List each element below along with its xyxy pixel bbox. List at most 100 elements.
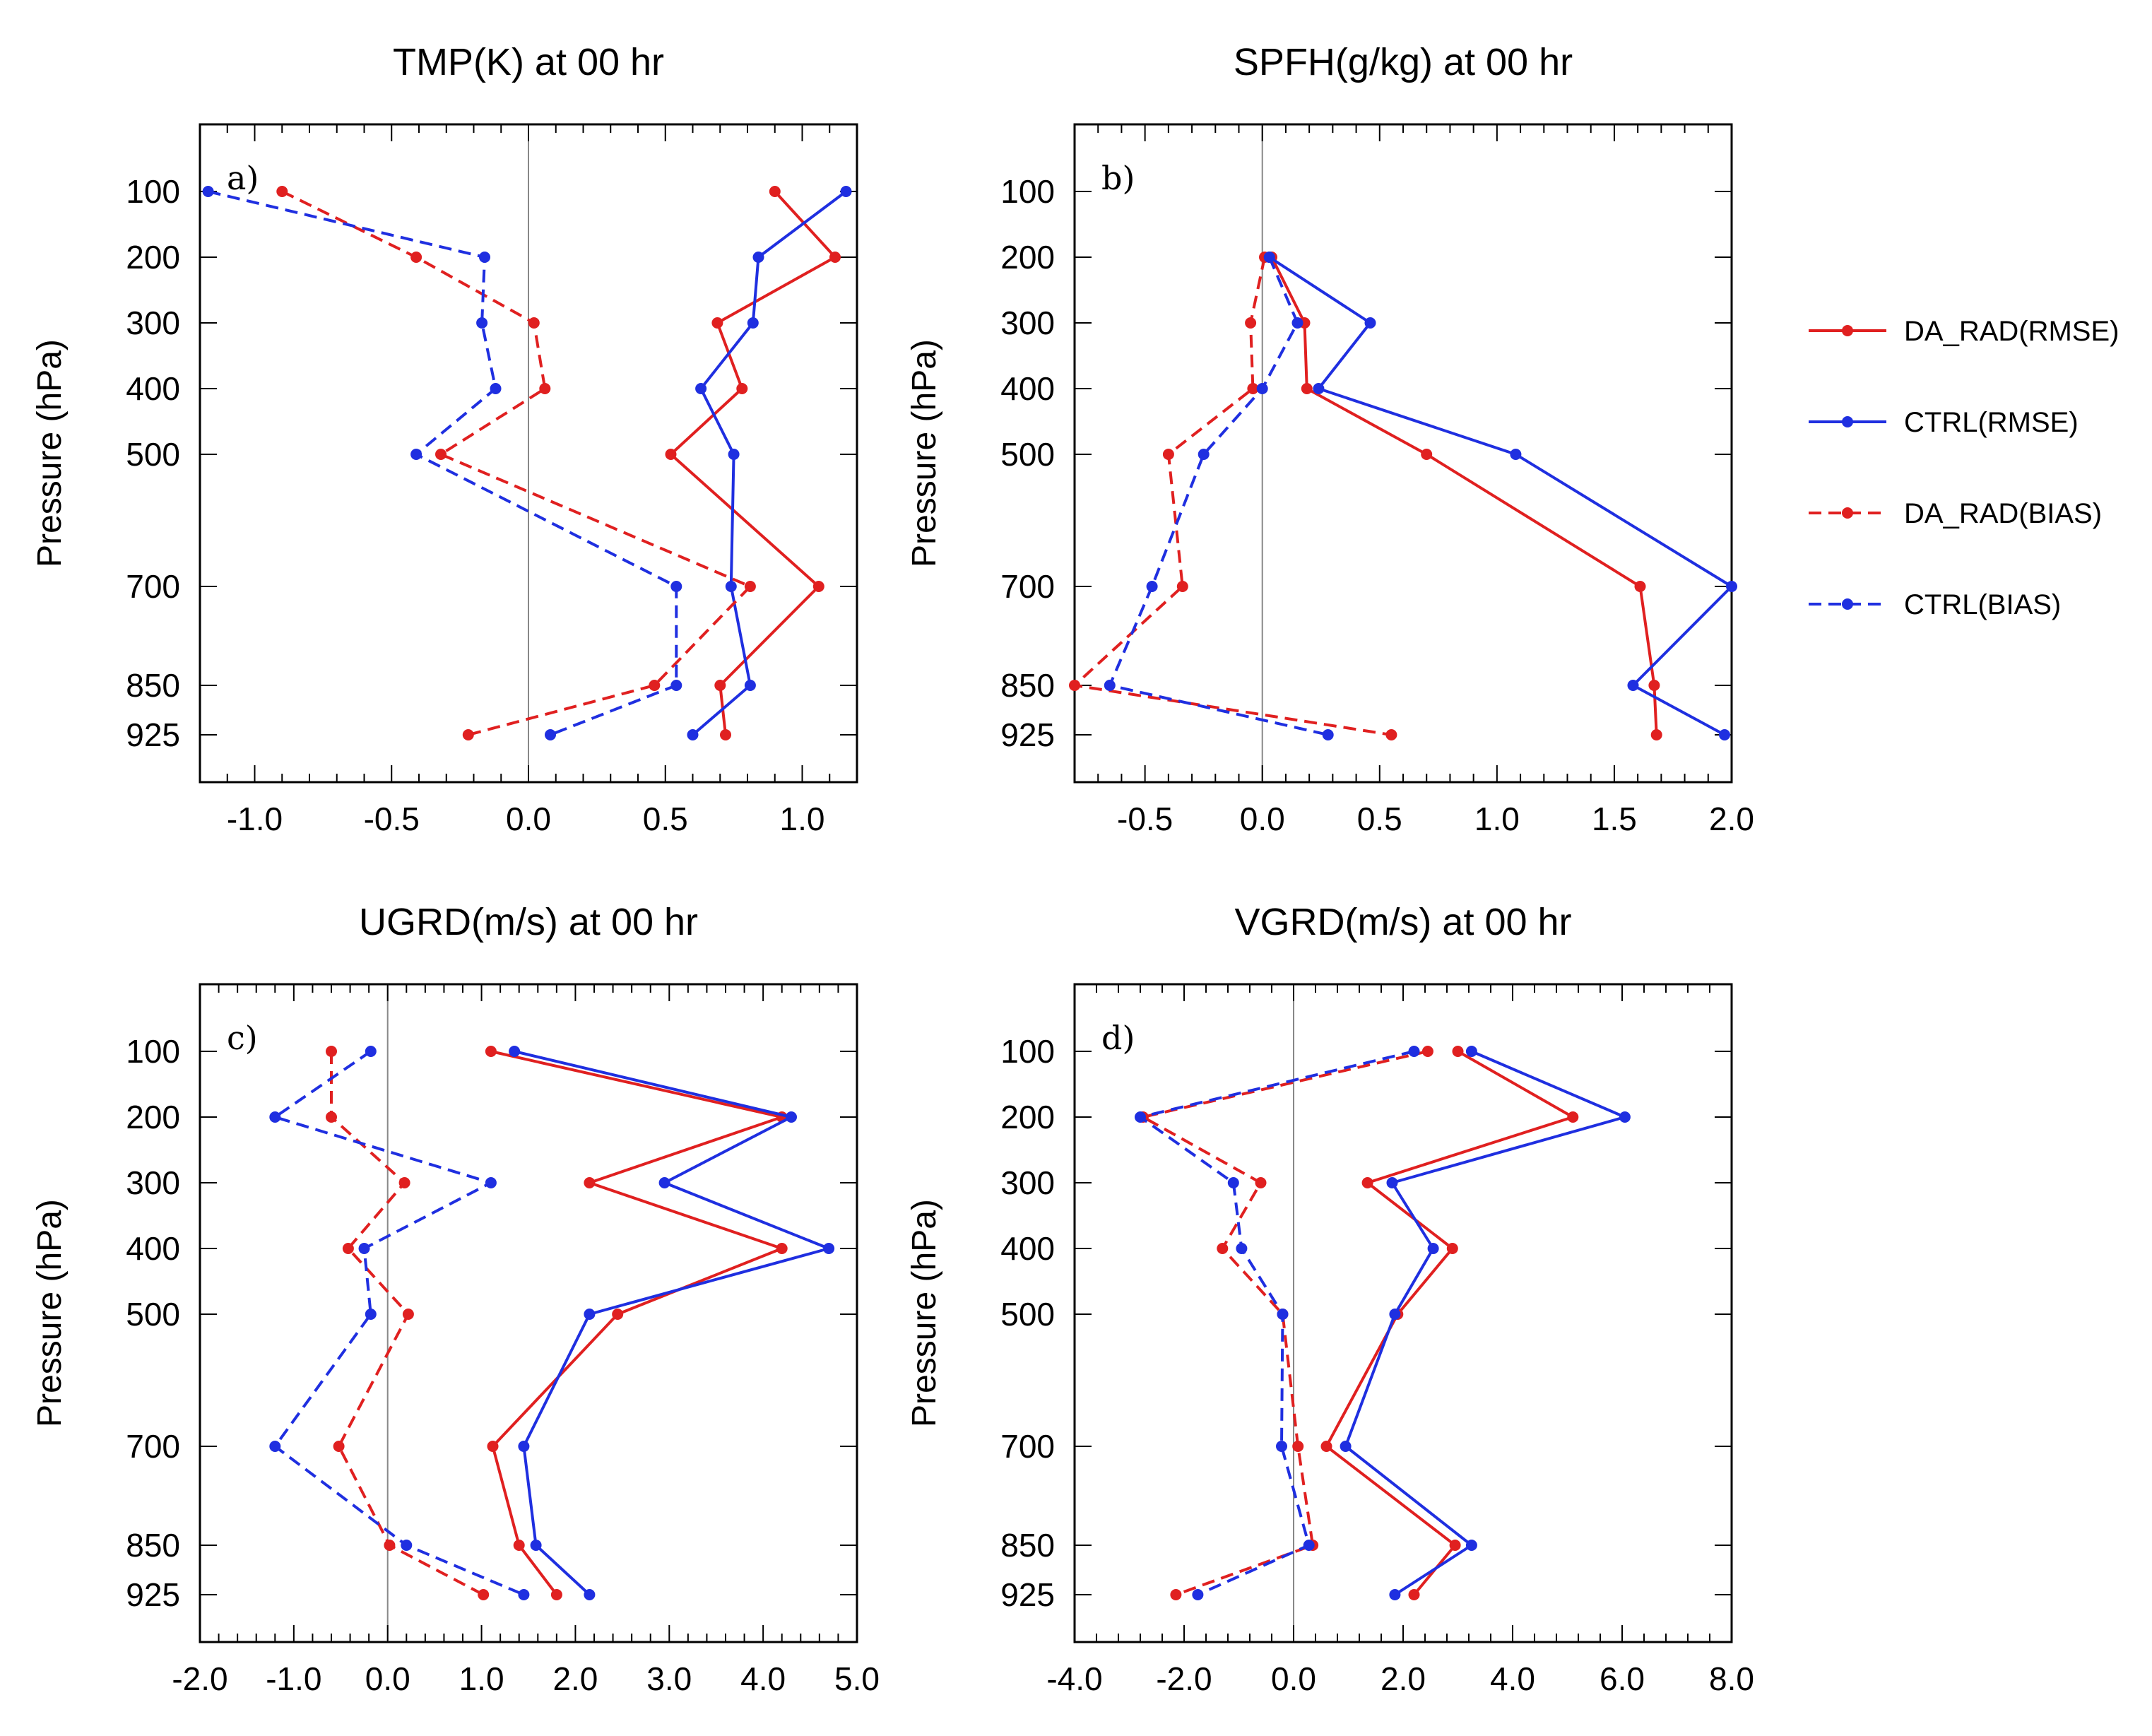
data-point <box>342 1243 354 1254</box>
legend: DA_RAD(RMSE) CTRL(RMSE) DA_RAD(BIAS) CTR… <box>1809 316 2119 620</box>
data-point <box>545 729 556 740</box>
data-point <box>550 1589 562 1600</box>
x-tick-label: 0.0 <box>506 801 551 837</box>
x-tick-label: 5.0 <box>834 1660 880 1697</box>
data-point <box>744 581 756 592</box>
data-point <box>1301 383 1313 394</box>
data-point <box>725 581 737 592</box>
y-tick-label: 850 <box>126 1527 180 1564</box>
data-point <box>530 1540 542 1551</box>
data-point <box>584 1309 596 1320</box>
series-line <box>1270 256 1658 736</box>
data-point <box>365 1046 377 1057</box>
data-point <box>358 1243 370 1254</box>
data-point <box>402 1309 414 1320</box>
data-point <box>518 1441 530 1452</box>
y-tick-label: 400 <box>1000 1230 1055 1267</box>
data-point <box>539 383 551 394</box>
y-axis-label: Pressure (hPa) <box>906 1199 943 1427</box>
data-point <box>401 1540 413 1551</box>
data-point <box>695 383 707 394</box>
data-point <box>658 1177 670 1188</box>
data-point <box>714 680 726 691</box>
x-tick-label: -0.5 <box>364 801 420 837</box>
series-line <box>273 1050 525 1596</box>
series-line <box>1325 1050 1575 1596</box>
series-line <box>490 1050 784 1596</box>
series-da-rad-bias <box>276 186 756 740</box>
data-point <box>476 317 488 329</box>
data-point <box>612 1309 624 1320</box>
data-point <box>744 680 756 691</box>
y-tick-label: 925 <box>126 1576 180 1613</box>
data-point <box>1510 449 1522 460</box>
data-point <box>776 1243 788 1254</box>
x-tick-label: 4.0 <box>1490 1660 1535 1697</box>
data-point <box>812 581 824 592</box>
data-point <box>1247 383 1259 394</box>
data-point <box>584 1589 596 1600</box>
x-tick-label: 0.0 <box>365 1660 410 1697</box>
y-tick-label: 200 <box>126 239 180 276</box>
panel-3: -2.0 -1.0 0.0 1.0 2.0 3.0 4.0 5.0 100 200 300 400 50… <box>31 901 880 1697</box>
data-point <box>485 1177 497 1188</box>
data-point <box>786 1111 797 1123</box>
data-point <box>1719 729 1730 740</box>
x-tick-label: 0.5 <box>1357 801 1402 837</box>
data-point <box>487 1441 499 1452</box>
data-point <box>1465 1046 1477 1057</box>
legend-label-ctrl-rmse: CTRL(RMSE) <box>1904 407 2079 438</box>
legend-marker-ctrl-bias <box>1842 598 1853 610</box>
data-point <box>435 449 447 460</box>
data-point <box>711 317 723 329</box>
y-tick-label: 850 <box>1000 1527 1055 1564</box>
data-point <box>1619 1111 1631 1123</box>
y-tick-label: 100 <box>126 173 180 210</box>
x-tick-label: 1.0 <box>780 801 825 837</box>
series-ctrl-bias <box>202 186 682 740</box>
x-tick-label: 0.0 <box>1271 1660 1316 1697</box>
data-point <box>518 1589 530 1600</box>
series-ctrl-bias <box>269 1046 530 1600</box>
data-point <box>1386 1177 1398 1188</box>
data-point <box>462 729 474 740</box>
series-line <box>1141 1050 1429 1596</box>
legend-entry-ctrl-rmse: CTRL(RMSE) <box>1809 407 2079 438</box>
series-line <box>669 190 836 736</box>
data-point <box>1421 1046 1433 1057</box>
y-tick-label: 200 <box>1000 239 1055 276</box>
y-axis-label: Pressure (hPa) <box>906 339 943 567</box>
series-ctrl-bias <box>1104 252 1334 740</box>
series-ctrl-bias <box>1135 1046 1420 1600</box>
series-line <box>330 1051 485 1596</box>
x-tick-label: 0.5 <box>643 801 688 837</box>
series-line <box>1344 1050 1626 1596</box>
data-point <box>326 1111 337 1123</box>
y-tick-label: 925 <box>1000 716 1055 753</box>
x-tick-label: 4.0 <box>740 1660 786 1697</box>
y-tick-label: 200 <box>1000 1099 1055 1135</box>
x-tick-label: 6.0 <box>1600 1660 1645 1697</box>
series-da-rad-rmse <box>485 1046 788 1600</box>
data-point <box>1389 1309 1401 1320</box>
series-da-rad-rmse <box>1266 252 1662 740</box>
data-point <box>1192 1589 1204 1600</box>
y-tick-label: 700 <box>126 568 180 605</box>
data-point <box>1449 1540 1461 1551</box>
x-tick-label: 1.5 <box>1592 801 1637 837</box>
series-line <box>1268 256 1733 736</box>
panel-title: VGRD(m/s) at 00 hr <box>1234 901 1571 943</box>
data-point <box>1320 1441 1332 1452</box>
series-ctrl-rmse <box>1340 1046 1631 1600</box>
data-point <box>1361 1177 1373 1188</box>
x-tick-label: -1.0 <box>266 1660 321 1697</box>
panel-label: b) <box>1101 159 1135 197</box>
x-tick-label: 2.0 <box>1381 1660 1426 1697</box>
data-point <box>398 1177 410 1188</box>
panel-1: -1.0 -0.5 0.0 0.5 1.0 100 200 300 400 500 700 850 92… <box>31 41 858 837</box>
data-point <box>1256 383 1268 394</box>
series-line <box>514 1050 831 1596</box>
x-tick-label: 1.0 <box>1474 801 1520 837</box>
y-tick-label: 500 <box>126 1296 180 1333</box>
y-tick-label: 700 <box>126 1428 180 1465</box>
